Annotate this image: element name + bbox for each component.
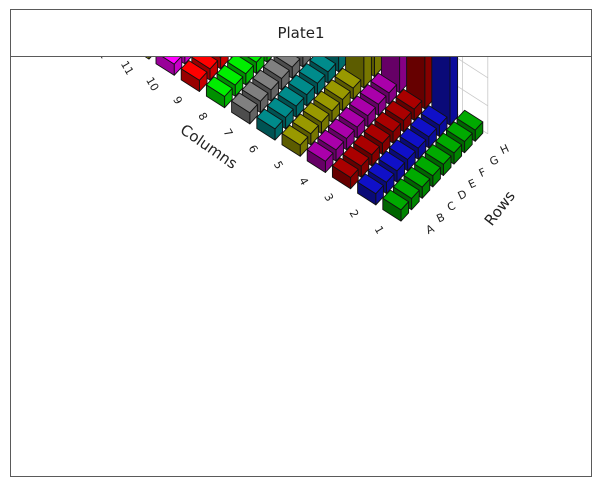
bar-face: [392, 178, 420, 199]
bar-face: [353, 134, 380, 156]
bar-9-A: [180, 60, 208, 92]
bar-face: [445, 121, 473, 142]
column-tick-label: 4: [296, 175, 311, 188]
bar-face: [216, 64, 244, 86]
column-tick-label: 1: [372, 224, 387, 237]
bar-face: [359, 84, 387, 105]
bar-1-A: [382, 189, 410, 222]
bar-face: [338, 106, 366, 128]
bars: [105, 10, 484, 222]
bar-face: [148, 39, 158, 60]
bar-face: [384, 100, 412, 121]
column-tick-label: 6: [246, 143, 261, 156]
bar-face: [424, 13, 433, 110]
row-tick-label: D: [456, 187, 469, 202]
bar-face: [306, 141, 334, 162]
bar-chart-3d: ABCDEFGH1234567891011120123Reduced DataC…: [45, 10, 519, 237]
bar-3-A: [331, 157, 359, 190]
bar-face: [292, 113, 319, 135]
bar-face: [370, 72, 398, 94]
bar-face: [357, 173, 384, 195]
row-tick-label: E: [466, 177, 478, 192]
bar-face: [342, 145, 370, 167]
bar-face: [382, 189, 410, 211]
bar-face: [410, 116, 437, 138]
bar-face: [414, 155, 441, 177]
bar-face: [323, 79, 351, 100]
bar-face: [399, 127, 427, 149]
column-tick-label: 3: [321, 191, 336, 204]
bar-10-A: [155, 43, 183, 76]
row-tick-label: H: [498, 142, 511, 157]
bar-face: [435, 132, 463, 154]
bar-7-A: [231, 92, 258, 125]
row-tick-label: A: [424, 222, 437, 237]
column-tick-label: 5: [271, 159, 286, 172]
row-tick-label: F: [477, 165, 488, 179]
bar-face: [395, 88, 423, 110]
bar-face: [180, 60, 208, 81]
bar-face: [403, 166, 431, 188]
bar-face: [298, 63, 326, 84]
chart-title: Plate1: [11, 10, 591, 57]
bar-face: [327, 118, 355, 139]
bar-face: [313, 90, 341, 112]
bar-face: [374, 111, 402, 133]
bar-face: [241, 81, 269, 102]
bar-face: [256, 108, 284, 130]
bar-face: [281, 124, 309, 146]
bar-8-A: [205, 76, 233, 109]
bar-face: [399, 10, 408, 94]
bar-face: [349, 95, 376, 117]
row-tick-label: B: [435, 211, 447, 226]
bar-5-A: [281, 124, 309, 157]
bar-face: [367, 162, 395, 183]
chart-panel: Plate1 ABCDEFGH1234567891011120123Reduce…: [10, 9, 592, 477]
bar-face: [262, 58, 290, 79]
bar-face: [277, 85, 305, 107]
bar-face: [266, 97, 294, 118]
bar-6-A: [256, 108, 284, 141]
bar-face: [449, 35, 459, 126]
bar-face: [363, 123, 391, 144]
column-tick-label: 11: [118, 59, 136, 78]
column-tick-label: 10: [143, 75, 161, 94]
column-tick-label: 12: [93, 57, 111, 61]
bar-face: [205, 76, 233, 97]
column-tick-label: 9: [170, 94, 185, 107]
bar-4-A: [306, 141, 334, 173]
row-tick-label: G: [488, 153, 501, 168]
bar-face: [231, 92, 258, 114]
bar-11-A: [130, 27, 158, 60]
bar-face: [420, 105, 448, 126]
column-tick-label: 7: [220, 127, 235, 140]
plot-area: ABCDEFGH1234567891011120123Reduced DataC…: [11, 10, 591, 476]
bar-face: [130, 35, 150, 60]
bar-face: [288, 74, 315, 96]
column-tick-label: 2: [346, 208, 361, 221]
bar-face: [252, 69, 280, 91]
bar-face: [331, 157, 359, 178]
bar-face: [363, 31, 372, 89]
bar-face: [378, 150, 406, 172]
bar-face: [334, 67, 362, 89]
bar-face: [456, 109, 484, 131]
bar-2-A: [357, 173, 384, 206]
column-tick-label: 8: [195, 110, 210, 123]
bar-face: [302, 102, 330, 123]
row-tick-label: C: [445, 199, 458, 214]
bar-face: [388, 139, 416, 160]
bar-face: [317, 129, 345, 151]
y-axis-title: Rows: [481, 187, 519, 229]
bar-face: [424, 144, 452, 165]
